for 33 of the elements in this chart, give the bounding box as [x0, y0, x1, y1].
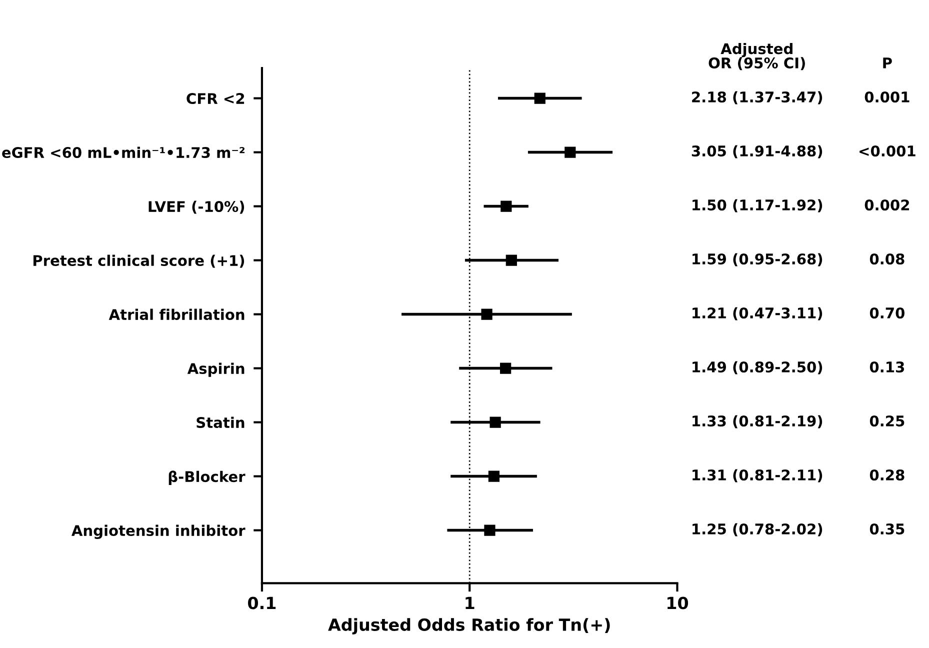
data-label: 1.25 (0.78-2.02)	[692, 523, 822, 536]
data-label: 1.49 (0.89-2.50)	[692, 361, 822, 374]
x-tick-label: 1	[466, 596, 474, 610]
text: 0.25	[870, 415, 904, 427]
text: 0.13	[870, 361, 904, 373]
data-label: 2.18 (1.37-3.47)	[692, 91, 822, 104]
text: 0.08	[870, 253, 904, 265]
x-tick-label: 10	[668, 596, 688, 610]
y-tick-label: CFR <2	[186, 92, 244, 104]
x-tick-label: 0.1	[248, 596, 276, 610]
data-label: 1.21 (0.47-3.11)	[692, 307, 822, 320]
data-label: 1.31 (0.81-2.11)	[692, 469, 822, 482]
y-tick-label: β-Blocker	[168, 470, 246, 485]
y-tick-label: Angiotensin inhibitor	[71, 524, 246, 539]
data-label: 1.59 (0.95-2.68)	[692, 253, 822, 266]
text: <0.001	[860, 145, 916, 157]
y-tick-label: Aspirin	[187, 362, 244, 377]
text: Adjusted OR (95% CI)	[708, 42, 805, 70]
text: 0.70	[870, 307, 904, 319]
data-label: 1.50 (1.17-1.92)	[692, 199, 822, 212]
text: P	[883, 58, 892, 68]
text: 0.002	[864, 199, 909, 211]
text: 0.35	[870, 523, 904, 535]
y-tick-label: LVEF (-10%)	[148, 200, 244, 214]
text: 0.001	[864, 91, 910, 103]
data-label: 3.05 (1.91-4.88)	[692, 145, 822, 158]
y-tick-label: Pretest clinical score (+1)	[34, 254, 244, 268]
y-tick-label: eGFR <60 mL•min⁻¹•1.73 m⁻²	[2, 146, 244, 158]
y-tick-label: Statin	[196, 416, 244, 428]
y-tick-label: Atrial fibrillation	[108, 308, 244, 320]
text: 0.28	[870, 469, 904, 481]
x-axis-title: Adjusted Odds Ratio for Tn(+)	[328, 618, 610, 634]
data-label: 1.33 (0.81-2.19)	[692, 415, 822, 428]
